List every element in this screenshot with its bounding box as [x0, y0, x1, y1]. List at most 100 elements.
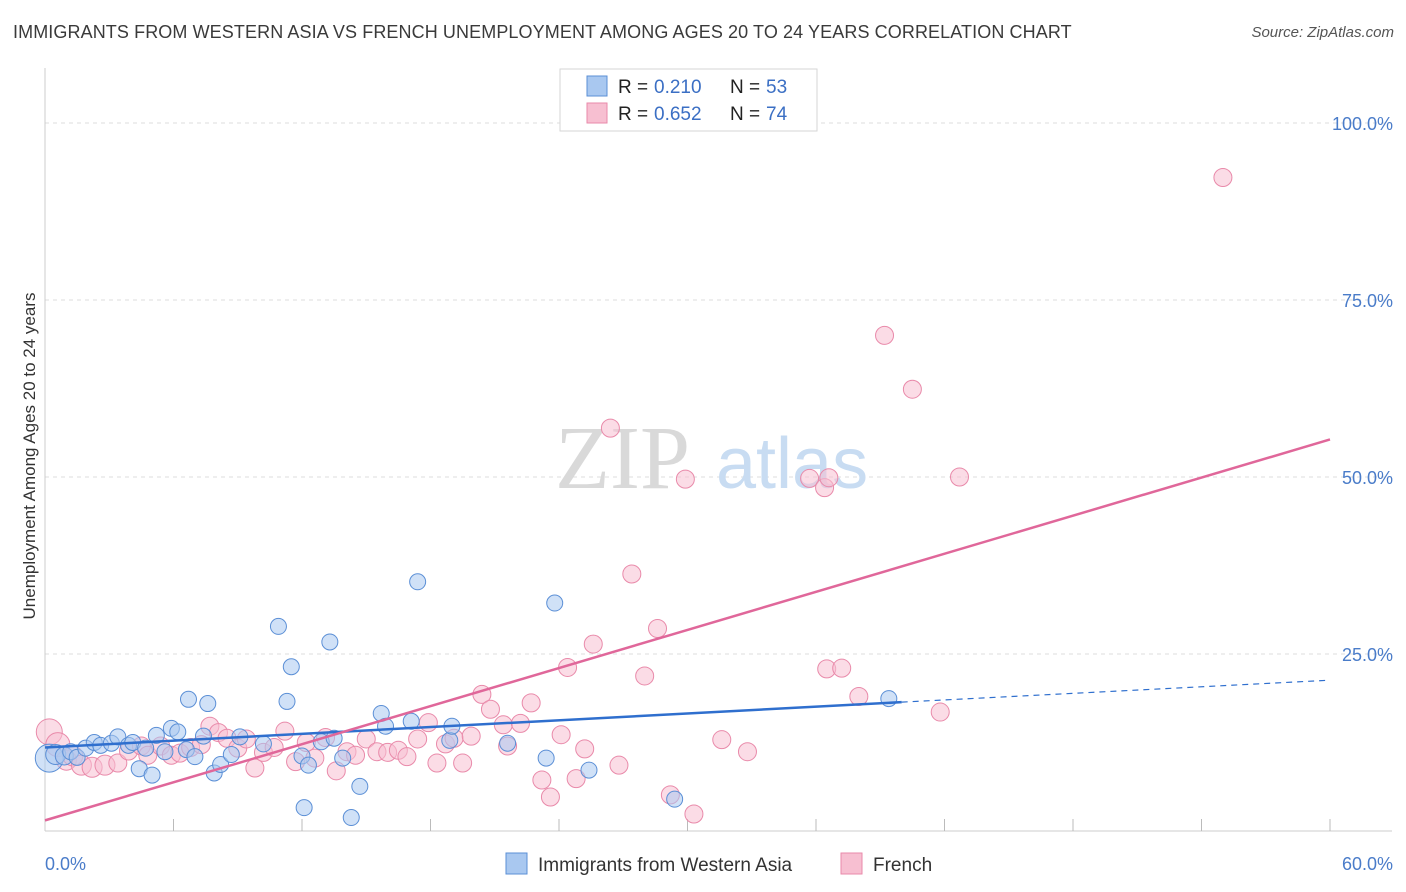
- point-french: [712, 730, 732, 750]
- series-western-asia-points: [34, 573, 898, 827]
- point-western-asia: [351, 777, 369, 795]
- bottom-legend-swatch-western-asia: [505, 852, 528, 875]
- point-french: [819, 468, 839, 488]
- point-french: [832, 658, 852, 678]
- trend-line-french: [44, 438, 1331, 822]
- legend-swatch-french: [586, 102, 608, 124]
- point-french: [930, 702, 950, 722]
- y-tick-label: 75.0%: [1342, 291, 1393, 311]
- legend-r-label-2: R =: [618, 104, 648, 125]
- y-axis-label: Unemployment Among Ages 20 to 24 years: [20, 293, 39, 620]
- legend-swatch-western-asia: [586, 75, 608, 97]
- point-french: [609, 755, 629, 775]
- watermark-zip: ZIP: [555, 409, 690, 508]
- point-french: [275, 721, 295, 741]
- point-western-asia: [179, 690, 197, 708]
- point-french: [622, 564, 642, 584]
- point-western-asia: [137, 739, 155, 757]
- point-french: [600, 418, 620, 438]
- point-western-asia: [321, 633, 339, 651]
- source-label: Source: ZipAtlas.com: [1251, 24, 1394, 41]
- point-french: [1213, 168, 1233, 188]
- bottom-legend-label-western-asia: Immigrants from Western Asia: [538, 855, 793, 876]
- point-western-asia: [282, 658, 300, 676]
- point-western-asia: [199, 695, 217, 713]
- trend-line-western-asia: [44, 700, 902, 749]
- point-french: [532, 770, 552, 790]
- bottom-legend-label-french: French: [873, 855, 932, 876]
- x-tick-label: 0.0%: [45, 854, 86, 874]
- point-french: [540, 787, 560, 807]
- point-western-asia: [194, 727, 212, 745]
- point-french: [521, 693, 541, 713]
- point-western-asia: [342, 809, 360, 827]
- legend-n-label-1: N =: [730, 77, 760, 98]
- point-french: [408, 729, 428, 749]
- point-french: [575, 739, 595, 759]
- point-french: [245, 758, 265, 778]
- legend-n-value-1: 53: [766, 77, 787, 98]
- chart-title: IMMIGRANTS FROM WESTERN ASIA VS FRENCH U…: [13, 22, 1072, 42]
- point-western-asia: [156, 743, 174, 761]
- point-western-asia: [169, 723, 187, 741]
- point-western-asia: [409, 573, 427, 591]
- legend-r-value-1: 0.210: [654, 77, 702, 98]
- gridlines: [45, 122, 1392, 655]
- point-french: [427, 753, 447, 773]
- y-tick-label: 100.0%: [1332, 114, 1393, 134]
- watermark: ZIP atlas: [555, 409, 868, 508]
- legend-r-label-1: R =: [618, 77, 648, 98]
- point-western-asia: [666, 790, 684, 808]
- point-french: [675, 469, 695, 489]
- point-western-asia: [499, 734, 517, 752]
- point-french: [480, 699, 500, 719]
- point-western-asia: [143, 766, 161, 784]
- tick-labels: 25.0% 50.0% 75.0% 100.0% 0.0% 60.0%: [45, 114, 1393, 874]
- point-western-asia: [269, 617, 287, 635]
- point-french: [684, 804, 704, 824]
- point-western-asia: [278, 692, 296, 710]
- axes: [44, 68, 1392, 832]
- point-western-asia: [147, 726, 165, 744]
- point-french: [461, 726, 481, 746]
- point-western-asia: [254, 735, 272, 753]
- y-tick-label: 25.0%: [1342, 645, 1393, 665]
- legend-n-label-2: N =: [730, 104, 760, 125]
- trend-lines: [44, 438, 1331, 822]
- bottom-legend-swatch-french: [840, 852, 863, 875]
- watermark-atlas: atlas: [716, 424, 868, 504]
- point-french: [737, 742, 757, 762]
- x-tick-label: 60.0%: [1342, 854, 1393, 874]
- trend-line-western-asia-extension: [901, 679, 1331, 703]
- point-french: [418, 713, 438, 733]
- point-french: [648, 619, 668, 639]
- point-french: [453, 753, 473, 773]
- point-western-asia: [299, 756, 317, 774]
- point-french: [583, 634, 603, 654]
- point-french: [949, 467, 969, 487]
- point-western-asia: [580, 761, 598, 779]
- legend: R = 0.210 N = 53 R = 0.652 N = 74: [559, 68, 818, 132]
- point-western-asia: [537, 749, 555, 767]
- point-western-asia: [334, 749, 352, 767]
- point-western-asia: [441, 731, 459, 749]
- point-french: [902, 379, 922, 399]
- point-french: [493, 715, 513, 735]
- point-french: [875, 325, 895, 345]
- point-western-asia: [295, 799, 313, 817]
- point-western-asia: [546, 594, 564, 612]
- legend-n-value-2: 74: [766, 104, 788, 125]
- point-western-asia: [186, 748, 204, 766]
- point-french: [635, 666, 655, 686]
- point-french: [397, 747, 417, 767]
- point-french: [849, 686, 869, 706]
- point-french: [800, 468, 820, 488]
- legend-r-value-2: 0.652: [654, 104, 702, 125]
- point-french: [566, 769, 586, 789]
- y-tick-label: 50.0%: [1342, 468, 1393, 488]
- point-french: [551, 725, 571, 745]
- bottom-legend: Immigrants from Western Asia French: [505, 852, 932, 876]
- point-french: [108, 753, 128, 773]
- point-western-asia: [222, 746, 240, 764]
